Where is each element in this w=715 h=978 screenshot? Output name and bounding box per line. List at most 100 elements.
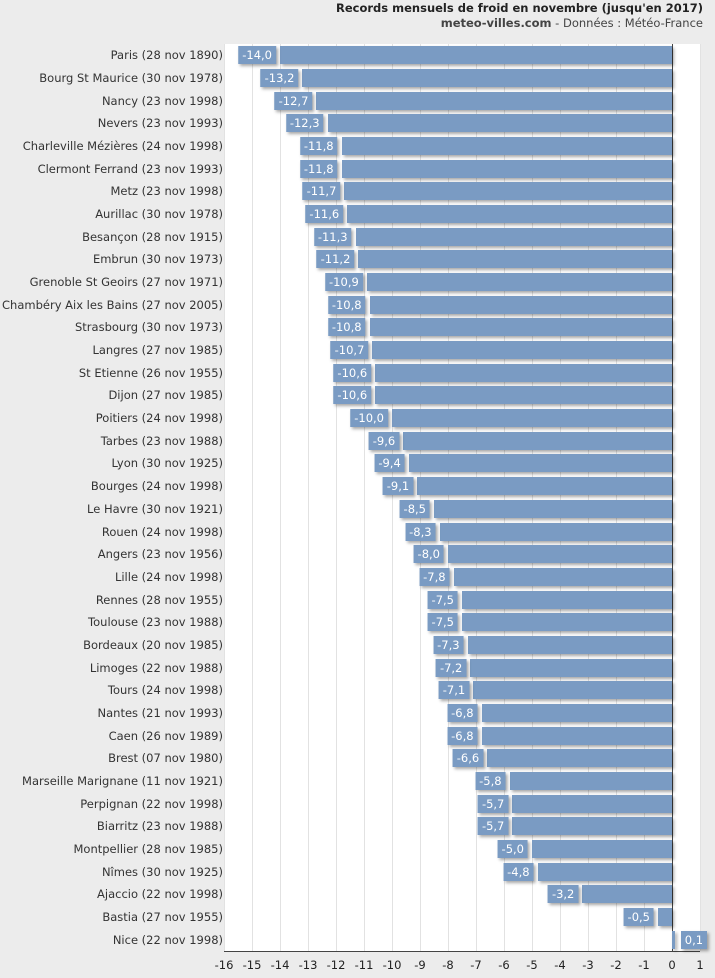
grid-line xyxy=(504,44,505,951)
grid-line xyxy=(476,44,477,951)
x-tick-label: -13 xyxy=(298,958,318,972)
category-label: Nîmes (30 nov 1925) xyxy=(101,864,223,879)
data-label: -12,3 xyxy=(285,114,324,133)
grid-line xyxy=(588,44,589,951)
chart-subtitle: meteo-villes.com - Données : Météo-Franc… xyxy=(336,16,703,31)
grid-line xyxy=(392,44,393,951)
x-tick-label: -4 xyxy=(554,958,566,972)
bar xyxy=(372,341,672,360)
data-label: -7,3 xyxy=(433,635,464,654)
grid-line xyxy=(308,44,309,951)
x-tick-label: -9 xyxy=(414,958,426,972)
data-label: -7,8 xyxy=(419,567,450,586)
bar xyxy=(481,726,672,745)
category-label: Perpignan (22 nov 1998) xyxy=(80,796,223,811)
grid-line xyxy=(336,44,337,951)
data-label: -10,7 xyxy=(330,341,369,360)
category-label: Brest (07 nov 1980) xyxy=(108,751,223,766)
data-label: -12,7 xyxy=(274,91,313,110)
bar xyxy=(417,477,672,496)
bar xyxy=(512,817,672,836)
data-label: -9,1 xyxy=(382,477,414,496)
category-label: Langres (27 nov 1985) xyxy=(92,343,223,358)
chart-title-block: Records mensuels de froid en novembre (j… xyxy=(336,1,703,31)
grid-line xyxy=(644,44,645,951)
category-label: St Etienne (26 nov 1955) xyxy=(78,365,223,380)
category-label: Nancy (23 nov 1998) xyxy=(101,93,223,108)
x-tick-label: -6 xyxy=(498,958,510,972)
bar xyxy=(509,771,672,790)
bar xyxy=(302,69,672,87)
grid-line xyxy=(532,44,533,951)
site-name: meteo-villes.com xyxy=(440,16,552,30)
data-label: -11,8 xyxy=(299,159,338,178)
bar xyxy=(403,431,672,450)
category-label: Embrun (30 nov 1973) xyxy=(92,252,223,267)
bar xyxy=(658,907,672,926)
data-label: -10,0 xyxy=(350,409,388,428)
data-label: -8,3 xyxy=(405,522,436,541)
data-label: -7,5 xyxy=(427,590,458,609)
data-label: -9,4 xyxy=(374,454,405,473)
grid-line xyxy=(364,44,365,951)
data-label: -8,0 xyxy=(413,545,444,564)
category-label: Bourges (24 nov 1998) xyxy=(90,479,223,494)
category-label: Rouen (24 nov 1998) xyxy=(101,524,223,539)
bar xyxy=(316,91,672,110)
bar xyxy=(392,409,672,428)
category-label: Toulouse (23 nov 1988) xyxy=(88,615,223,630)
data-label: -8,5 xyxy=(399,499,430,518)
data-label: -14,0 xyxy=(238,46,276,65)
bar xyxy=(537,862,672,881)
grid-line xyxy=(560,44,561,951)
category-label: Montpellier (28 nov 1985) xyxy=(73,841,224,856)
bar xyxy=(327,114,672,133)
bar xyxy=(467,635,672,654)
grid-line xyxy=(224,44,225,951)
bar xyxy=(341,137,672,156)
data-label: 0,1 xyxy=(680,930,708,949)
data-label: -6,8 xyxy=(447,726,478,745)
x-tick-label: -2 xyxy=(610,958,622,972)
bar xyxy=(487,749,672,768)
data-label: -0,5 xyxy=(623,907,654,926)
category-label: Poitiers (24 nov 1998) xyxy=(95,411,223,426)
category-label: Lille (24 nov 1998) xyxy=(114,569,223,584)
bar xyxy=(344,182,672,201)
bar xyxy=(280,46,672,65)
bar xyxy=(434,499,672,518)
bar xyxy=(453,567,672,586)
data-label: -3,2 xyxy=(547,885,579,904)
category-label: Bordeaux (20 nov 1985) xyxy=(83,637,223,652)
category-label: Metz (23 nov 1998) xyxy=(110,184,223,199)
category-label: Strasbourg (30 nov 1973) xyxy=(75,320,223,335)
data-label: -5,0 xyxy=(497,839,528,858)
category-label: Biarritz (23 nov 1988) xyxy=(96,819,223,834)
data-label: -10,6 xyxy=(333,363,372,382)
data-label: -11,8 xyxy=(299,137,338,156)
x-tick-label: 0 xyxy=(668,958,676,972)
bar xyxy=(448,545,672,564)
data-label: -11,2 xyxy=(316,250,355,269)
category-label: Besançon (28 nov 1915) xyxy=(82,229,223,244)
category-label: Nevers (23 nov 1993) xyxy=(97,116,223,131)
bar xyxy=(470,658,672,677)
category-label: Caen (26 nov 1989) xyxy=(108,728,223,743)
category-label: Dijon (27 nov 1985) xyxy=(108,388,223,403)
grid-line xyxy=(420,44,421,951)
bar xyxy=(347,205,672,224)
x-tick-label: -1 xyxy=(638,958,650,972)
category-label: Paris (28 nov 1890) xyxy=(110,48,223,63)
grid-line xyxy=(280,44,281,951)
data-label: -9,6 xyxy=(368,431,400,450)
data-label: -7,5 xyxy=(427,613,458,632)
data-label: -10,8 xyxy=(327,295,366,314)
bar xyxy=(375,386,672,405)
x-tick-label: -15 xyxy=(242,958,262,972)
bar xyxy=(512,794,672,813)
data-label: -6,8 xyxy=(447,703,478,722)
bar xyxy=(439,522,672,541)
category-label: Le Havre (30 nov 1921) xyxy=(87,501,223,516)
grid-line xyxy=(700,44,701,951)
data-label: -10,9 xyxy=(325,273,363,292)
